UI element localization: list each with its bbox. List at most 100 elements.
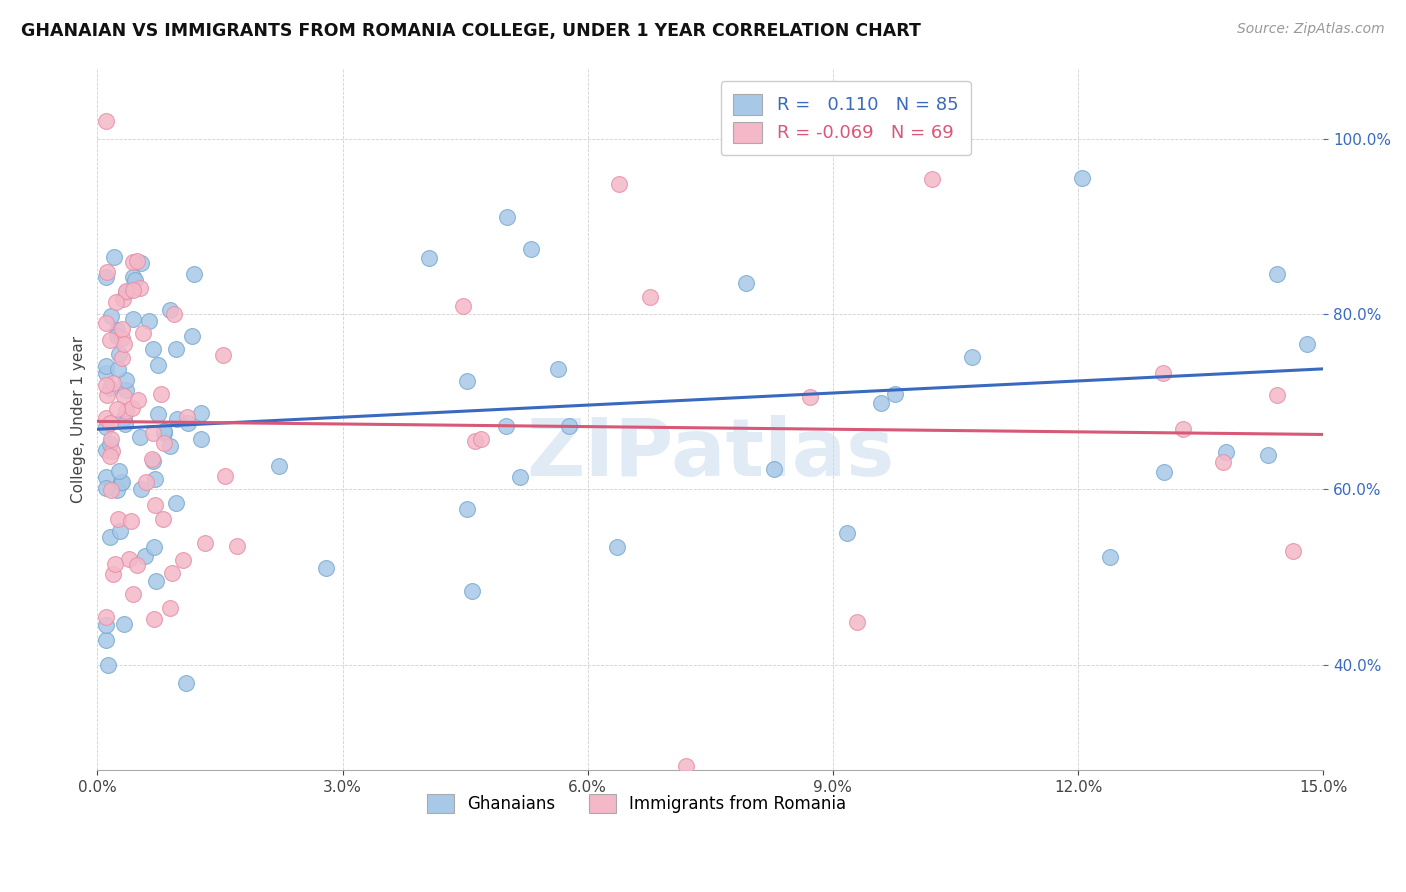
Point — [675, 758, 697, 772]
Point — [451, 299, 474, 313]
Point — [226, 539, 249, 553]
Point — [120, 514, 142, 528]
Point — [103, 250, 125, 264]
Point — [101, 376, 124, 390]
Point — [112, 336, 135, 351]
Point — [127, 393, 149, 408]
Point — [105, 402, 128, 417]
Point — [606, 540, 628, 554]
Point — [165, 496, 187, 510]
Point — [1265, 267, 1288, 281]
Point — [159, 302, 181, 317]
Point — [640, 290, 662, 304]
Point — [100, 381, 122, 395]
Point — [1265, 388, 1288, 402]
Point — [456, 501, 478, 516]
Point — [165, 342, 187, 356]
Point — [111, 351, 134, 365]
Point — [846, 615, 869, 629]
Point — [105, 294, 128, 309]
Point — [214, 468, 236, 483]
Point — [94, 114, 117, 128]
Point — [456, 374, 478, 388]
Point — [495, 418, 517, 433]
Point — [212, 347, 235, 361]
Point — [135, 475, 157, 489]
Point — [125, 558, 148, 572]
Point — [145, 574, 167, 589]
Point — [105, 323, 128, 337]
Point — [1212, 455, 1234, 469]
Point — [94, 481, 117, 495]
Point — [94, 610, 117, 624]
Point — [146, 407, 169, 421]
Point — [153, 426, 176, 441]
Point — [159, 439, 181, 453]
Point — [94, 420, 117, 434]
Point — [159, 600, 181, 615]
Point — [124, 273, 146, 287]
Point — [1153, 366, 1175, 380]
Point — [129, 281, 152, 295]
Point — [835, 525, 858, 540]
Point — [163, 307, 186, 321]
Point — [763, 462, 786, 476]
Point — [121, 401, 143, 415]
Point — [96, 265, 118, 279]
Point — [98, 437, 121, 451]
Point — [142, 342, 165, 356]
Point — [112, 617, 135, 632]
Point — [110, 475, 132, 490]
Point — [129, 256, 152, 270]
Point — [94, 617, 117, 632]
Point — [108, 347, 131, 361]
Point — [1282, 544, 1305, 558]
Point — [162, 566, 184, 580]
Point — [150, 387, 173, 401]
Point — [190, 406, 212, 420]
Point — [418, 251, 440, 265]
Point — [897, 114, 920, 128]
Point — [143, 498, 166, 512]
Point — [111, 475, 134, 489]
Text: Source: ZipAtlas.com: Source: ZipAtlas.com — [1237, 22, 1385, 37]
Point — [94, 367, 117, 381]
Point — [114, 383, 136, 397]
Point — [96, 316, 118, 330]
Point — [142, 426, 165, 441]
Point — [520, 242, 543, 256]
Point — [97, 658, 120, 673]
Point — [100, 432, 122, 446]
Text: GHANAIAN VS IMMIGRANTS FROM ROMANIA COLLEGE, UNDER 1 YEAR CORRELATION CHART: GHANAIAN VS IMMIGRANTS FROM ROMANIA COLL… — [21, 22, 921, 40]
Point — [166, 411, 188, 425]
Point — [132, 326, 155, 340]
Point — [143, 612, 166, 626]
Point — [94, 359, 117, 374]
Point — [115, 284, 138, 298]
Point — [870, 396, 893, 410]
Point — [176, 410, 198, 425]
Point — [194, 536, 217, 550]
Point — [100, 449, 122, 463]
Point — [799, 390, 821, 404]
Point — [114, 404, 136, 418]
Point — [1215, 445, 1237, 459]
Point — [509, 470, 531, 484]
Point — [114, 417, 136, 431]
Point — [96, 388, 118, 402]
Point — [94, 269, 117, 284]
Point — [190, 432, 212, 446]
Point — [111, 322, 134, 336]
Point — [1153, 465, 1175, 479]
Point — [141, 452, 163, 467]
Point — [94, 378, 117, 392]
Point — [315, 561, 337, 575]
Point — [464, 434, 486, 449]
Point — [122, 587, 145, 601]
Point — [107, 362, 129, 376]
Text: ZIPatlas: ZIPatlas — [526, 416, 894, 493]
Point — [94, 442, 117, 457]
Point — [558, 419, 581, 434]
Point — [143, 472, 166, 486]
Point — [100, 310, 122, 324]
